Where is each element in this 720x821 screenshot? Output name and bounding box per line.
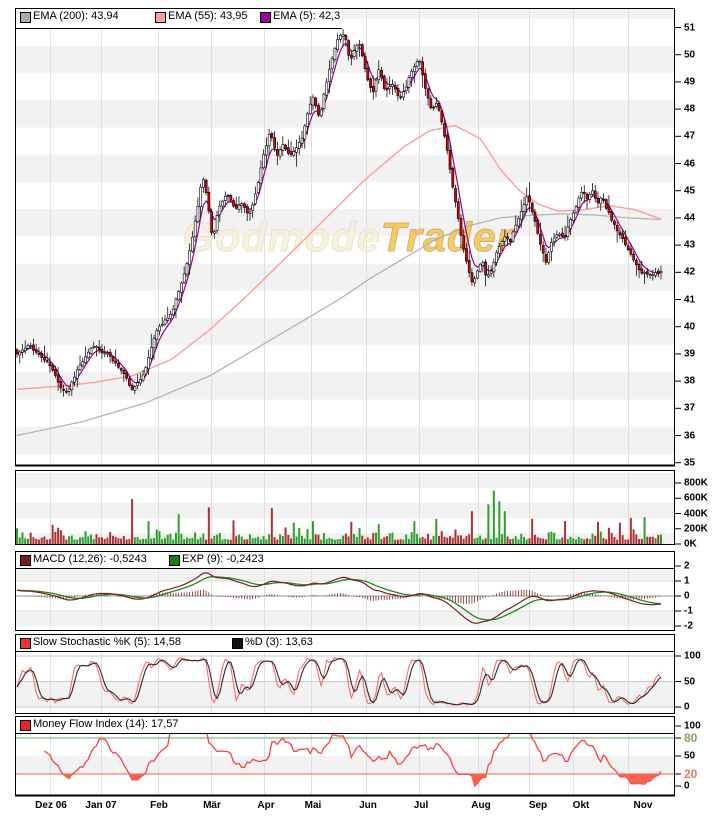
- axis-tick-label: 45: [684, 185, 696, 197]
- axis-tick-label: 0: [684, 701, 690, 713]
- axis-tick-label: 20: [684, 767, 698, 781]
- macd-signal-legend-label: EXP (9): -0,2423: [182, 553, 264, 565]
- month-label: Dez 06: [35, 800, 67, 811]
- month-label: Feb: [150, 800, 168, 811]
- axis-tick-label: 41: [684, 294, 696, 305]
- axis-tick-label: 0K: [684, 538, 697, 550]
- axis-tick-label: 35: [684, 457, 696, 469]
- month-label: Aug: [471, 800, 491, 811]
- ema5-line: [16, 42, 662, 388]
- macd-swatch: [20, 555, 31, 566]
- axis-tick-label: 800K: [684, 477, 708, 489]
- ema200-line: [16, 213, 662, 437]
- ema5-legend-label: EMA (5): 42,3: [273, 10, 341, 22]
- month-label: Apr: [257, 800, 275, 811]
- ema55-line: [16, 124, 662, 390]
- axis-tick-label: 42: [684, 266, 696, 278]
- axis-tick-label: 47: [684, 130, 696, 142]
- axis-tick-label: 0: [684, 780, 690, 792]
- axis-tick-label: 100: [684, 650, 701, 662]
- axis-tick-label: -1: [684, 605, 693, 617]
- ema5-swatch: [260, 12, 271, 23]
- month-label: Mär: [203, 800, 221, 811]
- panel-border: [15, 470, 675, 545]
- axis-tick-label: 100: [684, 720, 701, 732]
- axis-tick-label: 600K: [684, 492, 708, 504]
- stochastic-series: [16, 656, 662, 706]
- month-label: Okt: [572, 800, 590, 811]
- axis-tick-label: 200K: [684, 523, 708, 535]
- volume-bars: [16, 490, 662, 544]
- month-label: Jan 07: [85, 800, 117, 811]
- month-label: Sep: [528, 800, 548, 811]
- stoch-d-swatch: [232, 638, 243, 649]
- axis-tick-label: 1: [684, 575, 690, 587]
- macd-legend-label: MACD (12,26): -0,5243: [33, 553, 147, 565]
- axis-tick-label: 2: [684, 560, 690, 572]
- axis-tick-label: 400K: [684, 508, 708, 519]
- stoch-legend-bg: [16, 635, 674, 651]
- axis-tick-label: 46: [684, 158, 696, 169]
- mfi-series: [44, 733, 662, 788]
- macd-series: [16, 572, 662, 624]
- axis-ticks: [675, 27, 681, 787]
- panel-border: [15, 551, 675, 631]
- macd-legend-bg: [16, 552, 674, 568]
- axis-tick-label: 38: [684, 375, 696, 387]
- axis-tick-label: 51: [684, 22, 696, 33]
- axis-tick-label: 50: [684, 750, 696, 762]
- mfi-legend-label: Money Flow Index (14): 17,57: [33, 718, 179, 730]
- panel-border: [15, 634, 675, 714]
- axis-tick-label: -2: [684, 620, 693, 632]
- macd-signal-swatch: [169, 555, 180, 566]
- axis-tick-label: 48: [684, 103, 696, 115]
- month-label: Mai: [304, 800, 322, 811]
- axis-tick-label: 0: [684, 590, 690, 602]
- ema200-legend-label: EMA (200): 43,94: [33, 10, 119, 22]
- background-stripes: [16, 9, 674, 774]
- stoch-k-legend-label: Slow Stochastic %K (5): 14,58: [33, 636, 181, 648]
- stoch-k-swatch: [20, 638, 31, 649]
- axis-tick-label: 43: [684, 239, 696, 251]
- axis-tick-label: 80: [684, 731, 698, 745]
- month-label: Jul: [413, 800, 429, 811]
- macd-line: [16, 572, 662, 624]
- month-label: Jun: [359, 800, 377, 811]
- price-series: [16, 29, 663, 437]
- axis-tick-label: 49: [684, 76, 696, 88]
- axis-tick-label: 37: [684, 402, 696, 414]
- month-label: Nov: [633, 800, 653, 811]
- axis-tick-label: 50: [684, 676, 696, 687]
- stoch-d-legend-label: %D (3): 13,63: [245, 636, 313, 648]
- ema200-swatch: [20, 12, 31, 23]
- mfi-legend-bg: [16, 717, 674, 733]
- mfi-line: [44, 733, 662, 788]
- axis-tick-label: 40: [684, 321, 696, 333]
- ema55-swatch: [155, 12, 166, 23]
- mfi-swatch: [20, 720, 31, 731]
- axis-tick-label: 36: [684, 430, 696, 441]
- axis-tick-label: 44: [684, 212, 696, 224]
- stoch-d-line: [16, 657, 662, 706]
- godmodetrader-watermark: GodmodeTrader: [182, 214, 514, 260]
- candlesticks: [16, 29, 663, 397]
- ema55-legend-label: EMA (55): 43,95: [168, 10, 248, 22]
- axis-tick-label: 39: [684, 348, 696, 360]
- axis-tick-label: 50: [684, 49, 696, 61]
